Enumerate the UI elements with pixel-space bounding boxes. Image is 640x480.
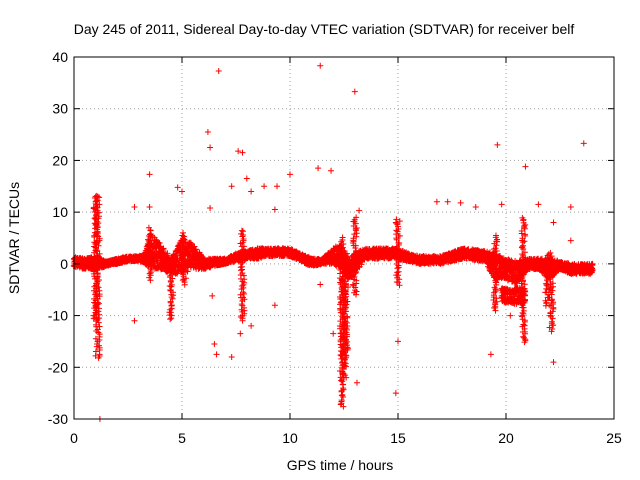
streak-point [339, 381, 346, 388]
data-layer [70, 62, 596, 422]
chart-title: Day 245 of 2011, Sidereal Day-to-day VTE… [74, 21, 575, 37]
data-point [164, 250, 171, 257]
data-point [191, 243, 198, 250]
